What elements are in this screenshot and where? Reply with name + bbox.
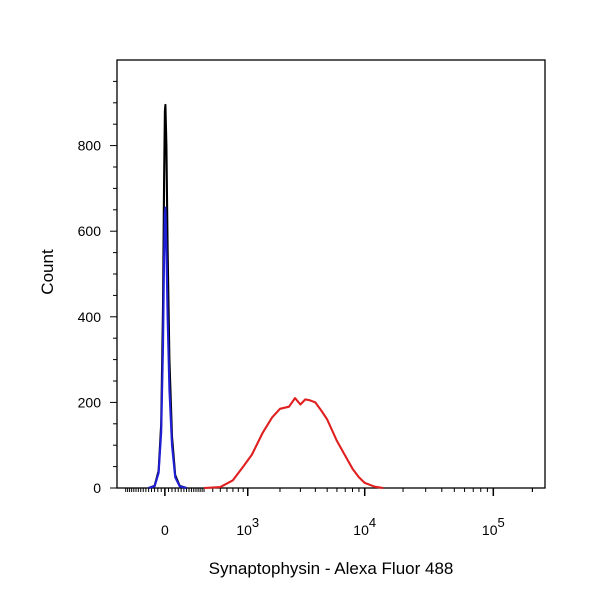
x-tick-label: 104 [353, 515, 376, 538]
x-tick-label: 105 [482, 515, 505, 538]
y-tick-label: 0 [93, 480, 101, 496]
plot-frame [116, 59, 546, 489]
y-axis-label: Count [38, 249, 57, 295]
x-tick-label: 0 [161, 522, 169, 538]
series-layer [148, 103, 384, 490]
y-tick-label: 600 [78, 223, 102, 239]
y-tick-label: 200 [78, 394, 102, 410]
y-tick-label: 400 [78, 309, 102, 325]
x-axis-label: Synaptophysin - Alexa Fluor 488 [209, 559, 454, 578]
y-axis: 0 200 400 600 800 [78, 80, 117, 496]
histogram-series-3 [203, 397, 384, 490]
histogram-series-2 [148, 206, 187, 490]
x-axis: 0 103 104 105 [125, 488, 533, 538]
x-tick-label: 103 [236, 515, 259, 538]
y-tick-label: 800 [78, 138, 102, 154]
